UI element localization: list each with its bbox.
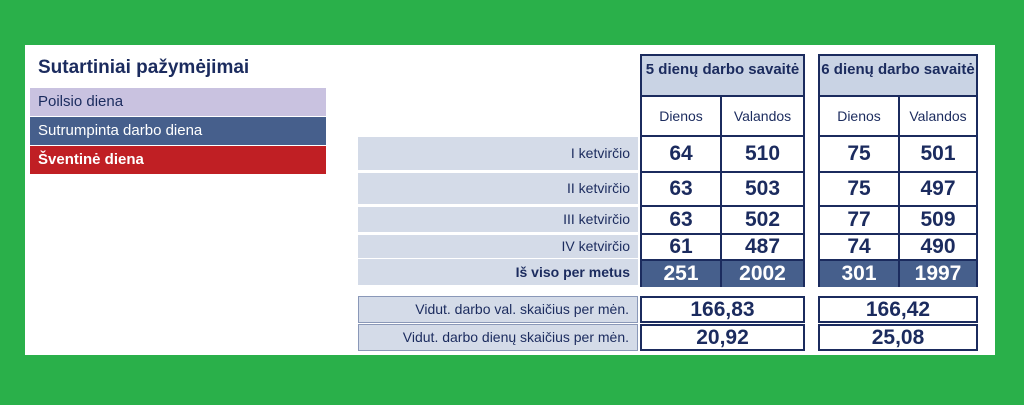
week6-line bbox=[818, 233, 978, 235]
week6-col-divider bbox=[898, 97, 900, 285]
week6-line bbox=[818, 205, 978, 207]
week6-q2-hours: 497 bbox=[920, 177, 956, 200]
legend-rest-day: Poilsio diena bbox=[30, 88, 326, 116]
week5-q2-hours: 503 bbox=[744, 177, 781, 200]
avg-days-label: Vidut. darbo dienų skaičius per mėn. bbox=[358, 324, 638, 351]
week5-line bbox=[640, 135, 805, 137]
week6-avg-days: 25,08 bbox=[818, 324, 978, 351]
week6-total-hours: 1997 bbox=[900, 261, 976, 287]
week6-q3-hours: 509 bbox=[920, 208, 956, 231]
week5-q2-days: 63 bbox=[669, 177, 693, 200]
week6-line bbox=[818, 259, 978, 261]
week5-line bbox=[640, 171, 805, 173]
week5-total-hours: 2002 bbox=[722, 261, 803, 287]
week5-total-days: 251 bbox=[642, 261, 720, 287]
row-label-q4: IV ketvirčio bbox=[358, 235, 638, 258]
row-label-q1: I ketvirčio bbox=[358, 137, 638, 170]
week6-col-days: Dienos bbox=[837, 108, 881, 124]
row-label-q3: III ketvirčio bbox=[358, 207, 638, 232]
week5-header: 5 dienų darbo savaitė bbox=[640, 54, 805, 97]
week5-col-days: Dienos bbox=[659, 108, 703, 124]
week5-col-divider bbox=[720, 97, 722, 285]
week5-col-hours: Valandos bbox=[733, 108, 792, 124]
week6-q4-days: 74 bbox=[847, 235, 871, 258]
week5-avg-hours: 166,83 bbox=[640, 296, 805, 323]
week5-line bbox=[640, 259, 805, 261]
legend-short-day: Sutrumpinta darbo diena bbox=[30, 117, 326, 145]
week6-q3-days: 77 bbox=[847, 208, 871, 231]
row-label-q2: II ketvirčio bbox=[358, 173, 638, 204]
week6-q1-days: 75 bbox=[847, 142, 871, 165]
total-label: Iš viso per metus bbox=[358, 259, 638, 285]
week6-title: 6 dienų darbo savaitė bbox=[821, 61, 975, 78]
week6-col-hours: Valandos bbox=[909, 108, 967, 124]
week6-line bbox=[818, 171, 978, 173]
week5-avg-days: 20,92 bbox=[640, 324, 805, 351]
legend-holiday: Šventinė diena bbox=[30, 146, 326, 174]
week6-q2-days: 75 bbox=[847, 177, 871, 200]
week5-q1-days: 64 bbox=[669, 142, 693, 165]
week6-line bbox=[818, 135, 978, 137]
week5-q1-hours: 510 bbox=[744, 142, 781, 165]
week6-total-days: 301 bbox=[820, 261, 898, 287]
week6-q4-hours: 490 bbox=[920, 235, 956, 258]
legend-title: Sutartiniai pažymėjimai bbox=[38, 57, 250, 78]
week5-line bbox=[640, 233, 805, 235]
week5-q3-hours: 502 bbox=[744, 208, 781, 231]
avg-hours-label: Vidut. darbo val. skaičius per mėn. bbox=[358, 296, 638, 323]
week5-q4-hours: 487 bbox=[744, 235, 781, 258]
week6-header: 6 dienų darbo savaitė bbox=[818, 54, 978, 97]
week6-avg-hours: 166,42 bbox=[818, 296, 978, 323]
week5-q4-days: 61 bbox=[669, 235, 693, 258]
week5-title: 5 dienų darbo savaitė bbox=[645, 61, 800, 78]
week6-q1-hours: 501 bbox=[920, 142, 956, 165]
week5-line bbox=[640, 205, 805, 207]
week5-q3-days: 63 bbox=[669, 208, 693, 231]
